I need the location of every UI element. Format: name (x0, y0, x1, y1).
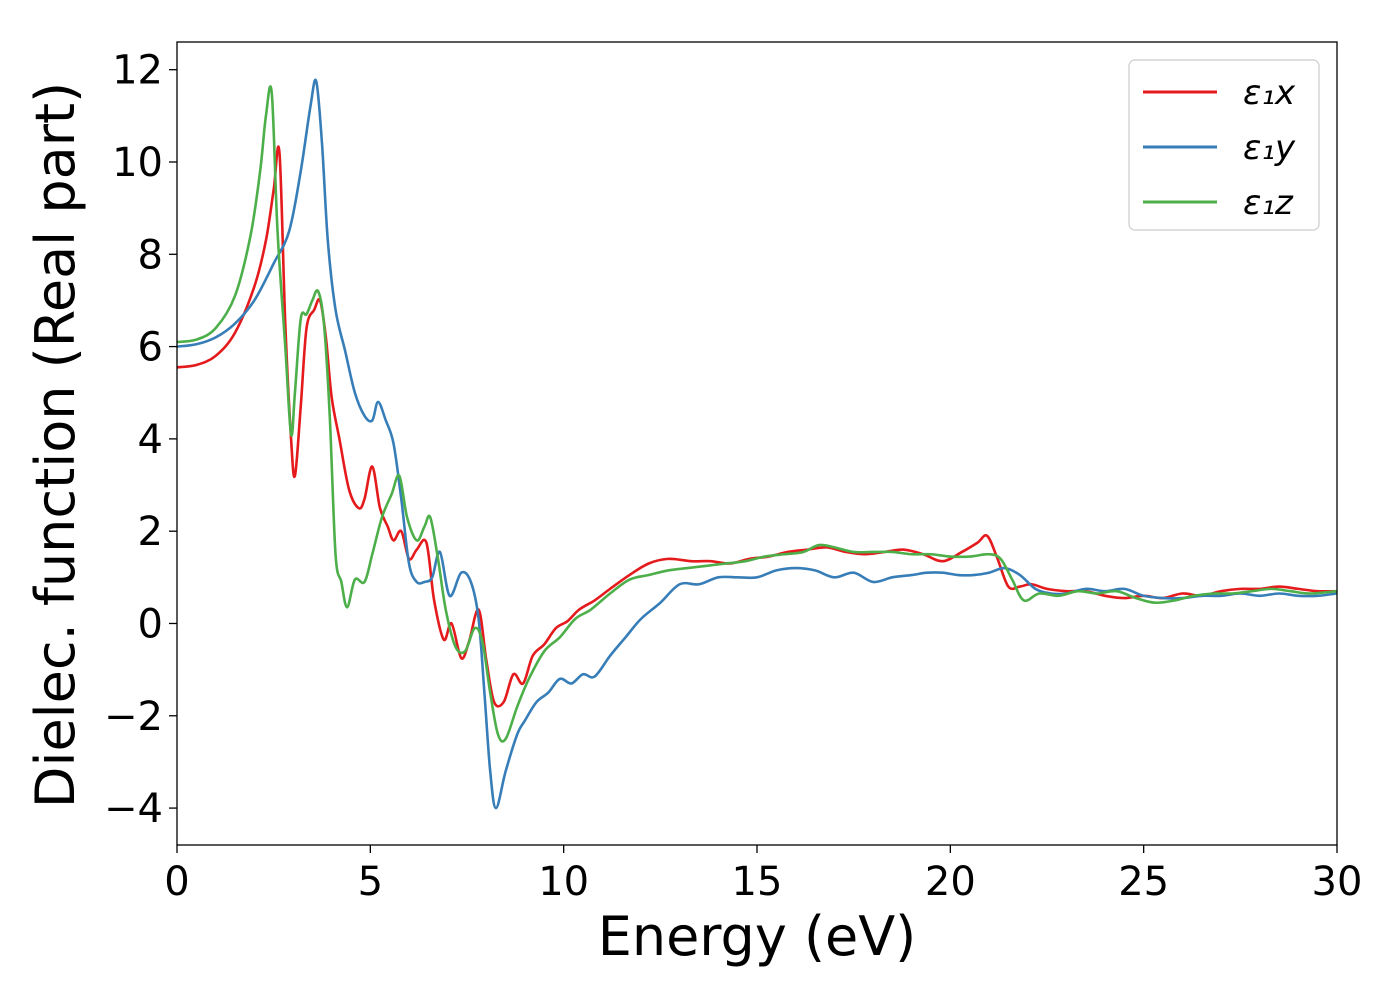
y-tick-label: −4 (104, 786, 163, 832)
x-tick-label: 5 (358, 859, 383, 905)
x-tick-label: 0 (164, 859, 189, 905)
series-layer (177, 78, 1337, 810)
legend-items: ε₁x ε₁y ε₁z (1143, 73, 1296, 223)
y-tick-label: 10 (112, 140, 163, 186)
y-tick-label: 4 (138, 417, 163, 463)
x-tick-label: 10 (538, 859, 589, 905)
x-tick-label: 30 (1312, 859, 1363, 905)
legend-label-1: ε₁y (1243, 128, 1296, 168)
x-tick-label: 15 (732, 859, 783, 905)
series-line-0 (177, 145, 1337, 708)
y-tick-label: −2 (104, 694, 163, 740)
legend-box (1128, 59, 1320, 231)
y-tick-label: 2 (138, 509, 163, 555)
legend-label-0: ε₁x (1243, 73, 1296, 113)
x-tick-label: 20 (925, 859, 976, 905)
legend-label-2: ε₁z (1243, 183, 1294, 223)
y-tick-label: 6 (138, 325, 163, 371)
y-tick-label: 0 (138, 601, 163, 647)
y-tick-label: 8 (138, 232, 163, 278)
x-tick-label: 25 (1118, 859, 1169, 905)
legend: ε₁x ε₁y ε₁z (1128, 59, 1320, 231)
series-line-2 (177, 85, 1337, 743)
y-axis-label: Dielec. function (Real part) (24, 82, 87, 808)
y-tick-label: 12 (112, 48, 163, 94)
ticks-layer: 0 5 10 15 20 25 30 −4 −2 0 2 4 6 8 10 12 (104, 48, 1362, 905)
x-axis-label: Energy (eV) (598, 905, 917, 968)
